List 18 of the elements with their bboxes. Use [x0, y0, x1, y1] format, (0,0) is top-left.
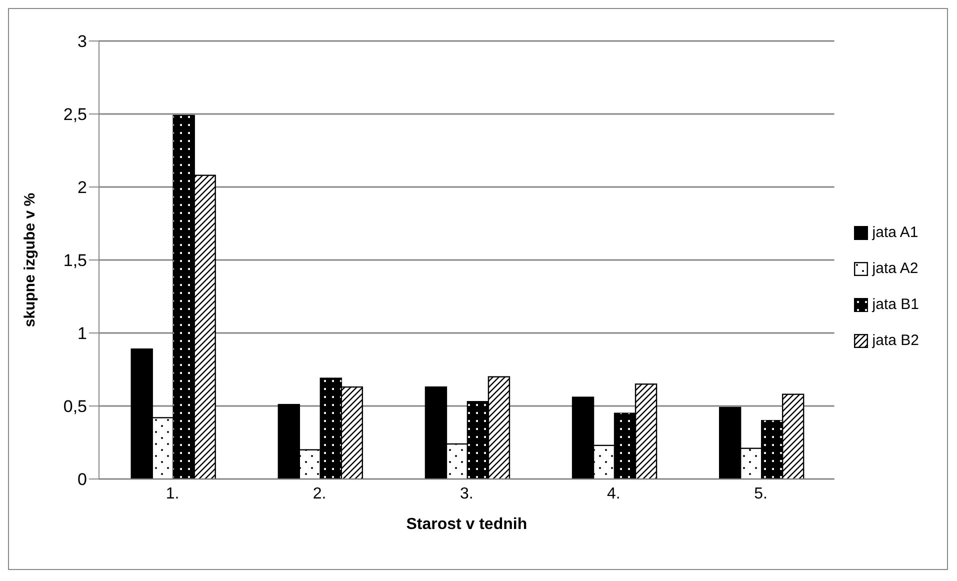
y-axis-title: skupne izgube v % [21, 192, 38, 328]
x-tick-label: 2. [312, 485, 326, 502]
legend-label: jata A2 [872, 258, 918, 278]
x-tick-label: 4. [607, 485, 620, 502]
y-tick-label: 1,5 [63, 251, 87, 270]
y-tick-label: 2 [78, 178, 87, 198]
y-tick-label: 2,5 [63, 105, 87, 124]
x-axis-title: Starost v tednih [406, 516, 528, 533]
y-tick-label: 0 [78, 470, 87, 490]
legend-label: jata B1 [872, 294, 919, 314]
x-tick-label: 3. [460, 485, 474, 502]
y-tick-label: 0,5 [63, 397, 87, 416]
y-tick-label: 3 [78, 32, 87, 52]
legend-label: jata A1 [872, 222, 918, 242]
legend-label: jata B2 [872, 330, 919, 350]
x-tick-label: 1. [166, 485, 180, 502]
y-tick-label: 1 [78, 324, 87, 344]
x-tick-label: 5. [754, 485, 768, 502]
